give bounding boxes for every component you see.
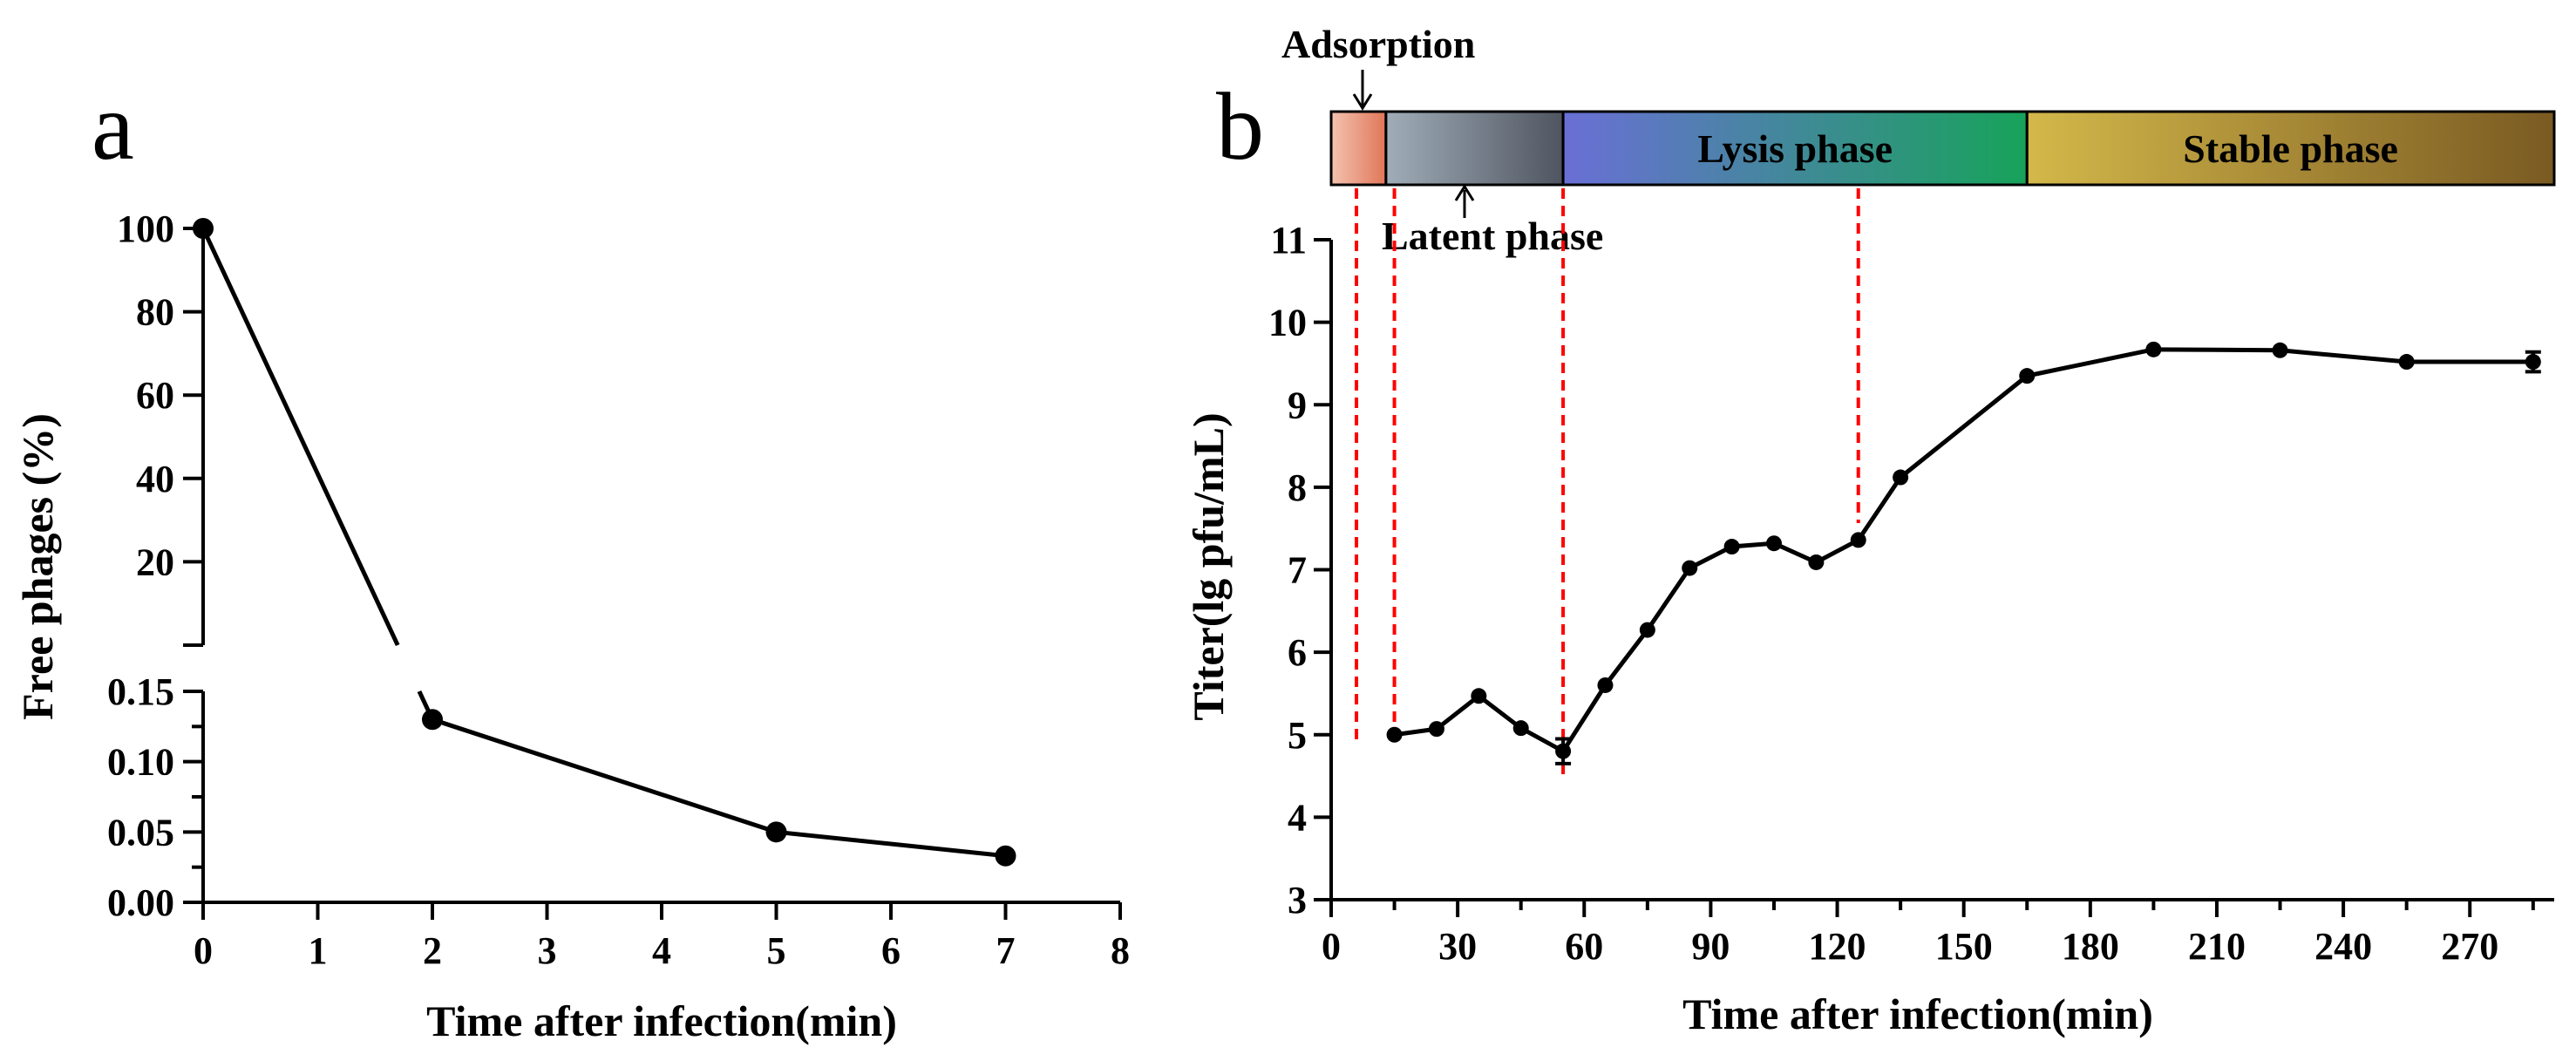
panel-a-y-tick-label: 40 <box>136 458 174 500</box>
panel-b-y-tick-label: 9 <box>1288 384 1307 426</box>
panel-b-x-tick-label: 120 <box>1809 925 1866 968</box>
phase-stable-label: Stable phase <box>2183 126 2398 171</box>
panel-b-x-tick-label: 0 <box>1322 925 1341 968</box>
panel-b-x-tick-label: 270 <box>2441 925 2498 968</box>
panel-b-series <box>1386 341 2541 765</box>
panel-a-point <box>995 845 1016 867</box>
panel-a-y-tick-label: 100 <box>117 207 174 250</box>
panel-b-point <box>2525 354 2541 371</box>
panel-a-point <box>422 709 443 731</box>
panel-a-x-tick-label: 8 <box>1111 929 1130 972</box>
panel-b-point <box>2019 368 2036 384</box>
panel-a-x-tick-label: 3 <box>538 929 557 972</box>
panel-a-x-tick-label: 6 <box>881 929 901 972</box>
panel-a-label: a <box>92 73 134 180</box>
phase-stable <box>2025 110 2556 187</box>
panel-b-x-ticks: 0 30 60 90 120 150 180 210 240 270 <box>1322 900 2535 968</box>
panel-a-y-tick-label: 0.10 <box>107 741 174 784</box>
panel-b-x-label: Time after infection(min) <box>1682 990 2153 1038</box>
panel-b-point <box>1386 726 1403 743</box>
phase-boundary-lines <box>1355 188 1860 780</box>
panel-b-point <box>1639 622 1655 638</box>
panel-b-point <box>1597 677 1614 693</box>
phase-lysis-label: Lysis phase <box>1697 126 1893 171</box>
panel-b-y-tick-label: 6 <box>1288 631 1307 674</box>
panel-b-x-tick-label: 30 <box>1438 925 1477 968</box>
panel-b-point <box>2145 341 2162 357</box>
panel-b-x-tick-label: 210 <box>2188 925 2246 968</box>
panel-a-x-tick-label: 1 <box>309 929 328 972</box>
panel-b-y-tick-label: 10 <box>1268 302 1307 344</box>
panel-b-point <box>1893 469 1909 486</box>
panel-b-label: b <box>1216 73 1264 180</box>
phase-adsorption <box>1329 110 1388 187</box>
panel-b-point <box>1808 554 1825 570</box>
panel-b-y-tick-label: 8 <box>1288 466 1307 509</box>
panel-b-y-tick-label: 4 <box>1288 796 1307 839</box>
phase-latent <box>1384 110 1565 187</box>
panel-b-point <box>1428 721 1444 738</box>
panel-b-x-tick-label: 90 <box>1691 925 1730 968</box>
phase-latent-label: Latent phase <box>1382 214 1603 258</box>
phase-bar: Lysis phase Stable phase Adsorption Late… <box>1281 22 2556 258</box>
panel-b-y-tick-label: 11 <box>1270 219 1307 262</box>
panel-a-x-tick-label: 5 <box>767 929 786 972</box>
panel-a-point <box>765 821 787 843</box>
panel-a-series <box>193 218 1016 867</box>
panel-b-x-tick-label: 60 <box>1565 925 1603 968</box>
panel-a-y-tick-label: 0.00 <box>107 881 174 924</box>
panel-a-x-ticks: 0 1 2 3 4 5 6 7 8 <box>194 902 1130 972</box>
panel-b-x-tick-label: 240 <box>2314 925 2372 968</box>
panel-a-x-tick-label: 7 <box>996 929 1016 972</box>
phase-adsorption-label: Adsorption <box>1281 22 1475 66</box>
panel-a-x-tick-label: 0 <box>194 929 213 972</box>
panel-a-x-label: Time after infection(min) <box>426 996 897 1045</box>
panel-b-point <box>1682 560 1698 576</box>
panel-b-point <box>1555 743 1572 759</box>
panel-b-y-tick-label: 3 <box>1288 879 1307 922</box>
panel-b-point <box>1765 535 1782 552</box>
panel-b-point <box>1850 532 1866 548</box>
panel-b-point <box>1512 720 1529 737</box>
panel-a-y-tick-label: 0.15 <box>107 670 174 713</box>
panel-a-y-tick-label: 60 <box>136 374 174 417</box>
panel-b-x-tick-label: 150 <box>1935 925 1993 968</box>
panel-b-y-tick-label: 5 <box>1288 714 1307 757</box>
panel-a-x-tick-label: 4 <box>652 929 671 972</box>
panel-b-y-tick-label: 7 <box>1288 549 1307 592</box>
panel-b-y-label: Titer(lg pfu/mL) <box>1184 412 1233 720</box>
panel-a-point <box>193 218 214 239</box>
panel-b-point <box>1723 539 1740 555</box>
panel-a-x-tick-label: 2 <box>423 929 442 972</box>
panel-b-point <box>1471 688 1487 704</box>
panel-a-y-label: Free phages (%) <box>13 413 62 720</box>
panel-b-point <box>2272 342 2288 358</box>
panel-a-line <box>432 717 1006 859</box>
panel-a-y-ticks: 20 40 60 80 100 0.00 0.05 0.10 0.15 <box>107 207 203 924</box>
panel-a-y-tick-label: 0.05 <box>107 811 174 854</box>
panel-b-line <box>1394 347 2533 754</box>
panel-b: b Lysis phase Stable phase Adsorption La… <box>1184 22 2556 1038</box>
panel-b-x-tick-label: 180 <box>2062 925 2119 968</box>
adsorption-arrow-head <box>1352 93 1373 111</box>
panel-b-point <box>2398 354 2415 371</box>
panel-a-y-tick-label: 20 <box>136 541 174 583</box>
panel-b-y-ticks: 3 4 5 6 7 8 9 10 11 <box>1268 219 1331 922</box>
panel-a-y-tick-label: 80 <box>136 291 174 334</box>
panel-a-line-segment <box>201 227 400 647</box>
latent-arrow-head <box>1454 184 1475 201</box>
